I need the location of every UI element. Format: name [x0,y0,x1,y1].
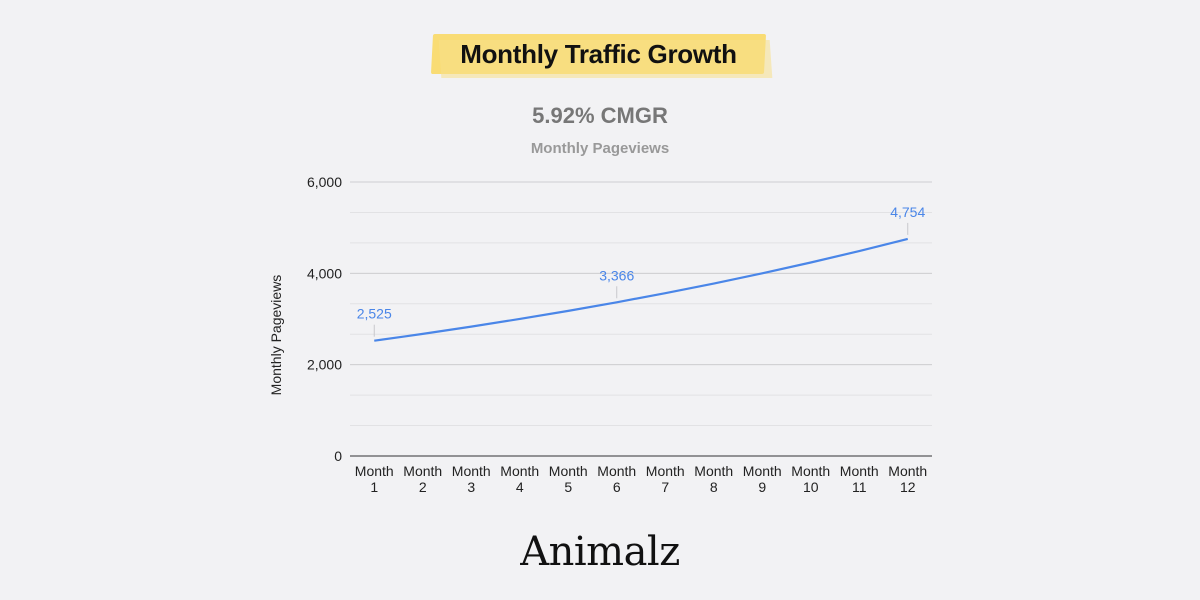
series-line [374,237,909,342]
chart-title: Monthly Pageviews [530,140,670,157]
x-tick-label: Month 5 [549,463,588,495]
data-label: 2,525 [357,306,392,322]
y-tick-label: 2,000 [307,357,342,373]
series-group [374,237,909,342]
cmgr-headline: 5.92% CMGR [532,103,668,128]
x-tick-label: Month 11 [840,463,879,495]
x-tick-label: Month 12 [888,463,927,495]
y-axis-label: Monthly Pageviews [268,275,284,396]
x-tick-label: Month 8 [694,463,733,495]
data-label: 4,754 [890,204,925,220]
x-tick-label: Month 7 [646,463,685,495]
brand-logo: Animalz [520,529,680,575]
data-label: 3,366 [599,267,634,283]
y-tick-label: 0 [334,448,342,464]
y-tick-label: 6,000 [307,174,342,190]
x-tick-labels: Month 1 Month 2 Month 3 Month 4 Month 5 Month 6 Mont… [355,463,927,495]
x-tick-label: Month 4 [500,463,539,495]
page-title: Monthly Traffic Growth [460,39,737,69]
y-tick-label: 4,000 [307,265,342,281]
x-tick-label: Month 10 [791,463,830,495]
x-tick-label: Month 2 [403,463,442,495]
data-labels-group: 2,525 3,366 4,754 [357,204,925,337]
grid-lines [350,181,932,457]
y-tick-labels: 0 2,000 4,000 6,000 [307,174,342,464]
title-banner: Monthly Traffic Growth [430,34,773,78]
x-tick-label: Month 3 [452,463,491,495]
x-tick-label: Month 9 [743,463,782,495]
x-tick-label: Month 6 [597,463,636,495]
x-tick-label: Month 1 [355,463,394,495]
